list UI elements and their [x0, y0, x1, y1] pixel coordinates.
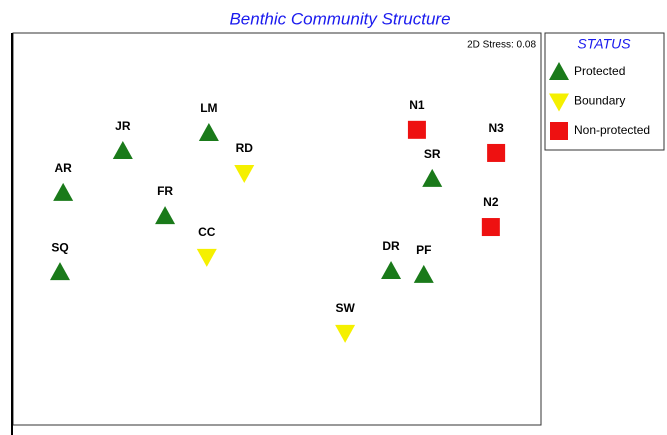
marker	[487, 143, 506, 162]
marker	[407, 120, 426, 139]
point-label: N3	[488, 121, 504, 135]
point-label: DR	[382, 239, 400, 253]
marker	[413, 264, 434, 283]
legend-marker	[550, 122, 568, 140]
legend-label: Non-protected	[574, 123, 650, 137]
legend-label: Protected	[574, 64, 625, 78]
marker	[49, 262, 70, 281]
marker	[422, 168, 443, 187]
marker	[155, 206, 176, 225]
chart-title: Benthic Community Structure	[229, 9, 450, 28]
point-label: RD	[236, 141, 254, 155]
point-label: LM	[200, 101, 217, 115]
marker	[198, 122, 219, 141]
legend-marker	[549, 62, 569, 80]
point-label: JR	[115, 119, 131, 133]
point-label: SQ	[51, 240, 68, 254]
point-label: PF	[416, 243, 431, 257]
point-label: CC	[198, 225, 216, 239]
marker	[381, 260, 402, 279]
stress-annotation: 2D Stress: 0.08	[467, 40, 536, 51]
marker	[53, 182, 74, 201]
legend-label: Boundary	[574, 94, 625, 108]
point-label: N2	[483, 195, 499, 209]
point-label: SR	[424, 147, 441, 161]
legend-title: STATUS	[577, 36, 631, 52]
point-label: N1	[409, 98, 425, 112]
point-label: AR	[54, 161, 72, 175]
point-label: SW	[335, 301, 355, 315]
marker	[481, 218, 500, 237]
marker	[335, 324, 356, 343]
point-label: FR	[157, 184, 173, 198]
marker	[234, 164, 255, 183]
marker	[112, 140, 133, 159]
legend-marker	[549, 93, 569, 112]
marker	[196, 248, 217, 267]
